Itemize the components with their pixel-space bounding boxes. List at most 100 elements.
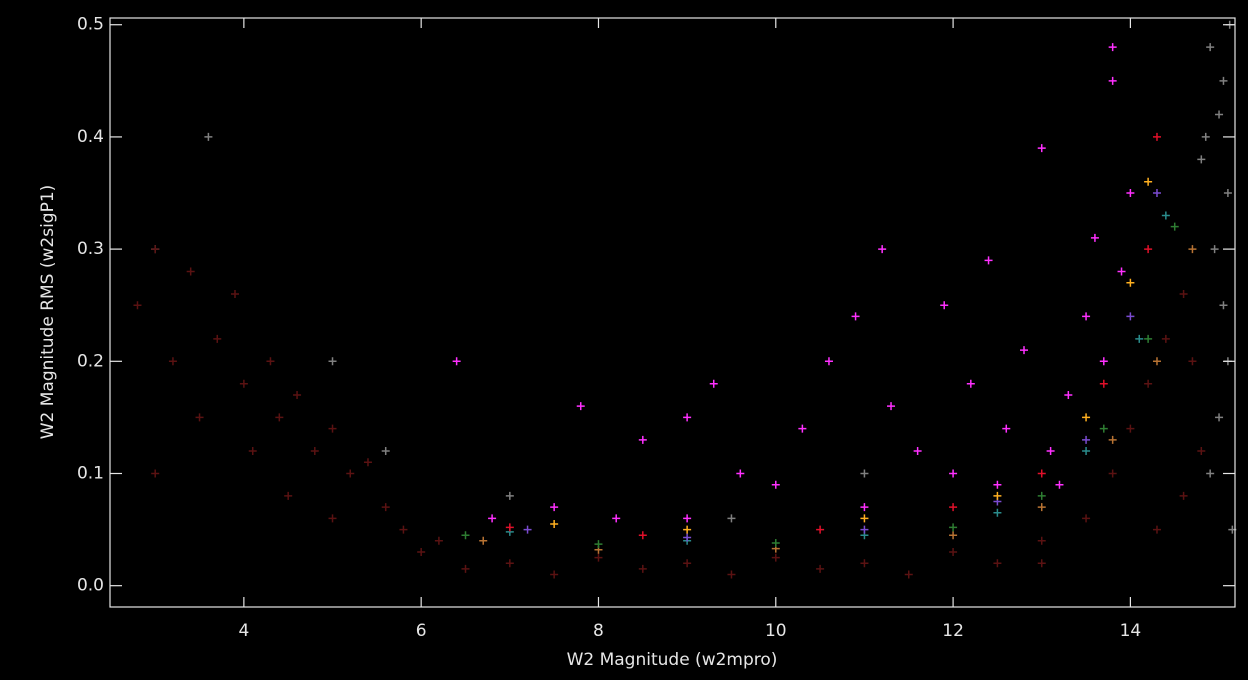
data-point: [1179, 491, 1188, 500]
data-point: [949, 548, 958, 557]
data-point: [550, 503, 559, 512]
data-point: [1210, 245, 1219, 254]
data-point: [1108, 43, 1117, 52]
data-point: [310, 447, 319, 456]
data-point: [1135, 334, 1144, 343]
data-point: [949, 523, 958, 532]
data-point: [1206, 43, 1215, 52]
data-point: [1082, 435, 1091, 444]
data-point: [683, 413, 692, 422]
data-point: [736, 469, 745, 478]
y-axis-label: W2 Magnitude RMS (w2sigP1): [38, 185, 58, 440]
data-point: [550, 570, 559, 579]
x-tick-label: 14: [1120, 621, 1142, 641]
data-point: [860, 469, 869, 478]
data-point: [505, 491, 514, 500]
data-point: [284, 491, 293, 500]
data-point: [1037, 503, 1046, 512]
y-tick-label: 0.1: [77, 463, 104, 483]
data-point: [1099, 357, 1108, 366]
data-point: [1064, 390, 1073, 399]
x-tick-label: 8: [593, 621, 604, 641]
data-point: [1197, 155, 1206, 164]
data-point: [417, 548, 426, 557]
data-point: [771, 539, 780, 548]
data-point: [1215, 413, 1224, 422]
data-point: [1126, 189, 1135, 198]
data-point: [860, 559, 869, 568]
axes: 4 6 8 10 12 14 0.0 0.1 0.2 0.3 0.4 0.5: [77, 15, 1235, 641]
data-point: [1188, 357, 1197, 366]
data-point: [151, 469, 160, 478]
data-point: [328, 424, 337, 433]
data-point: [363, 458, 372, 467]
data-point: [683, 525, 692, 534]
data-point: [505, 523, 514, 532]
data-point: [195, 413, 204, 422]
data-point: [275, 413, 284, 422]
data-point: [1108, 435, 1117, 444]
data-point: [638, 531, 647, 540]
data-point: [638, 435, 647, 444]
data-point: [771, 480, 780, 489]
data-point: [461, 531, 470, 540]
data-point: [1201, 132, 1210, 141]
data-point: [1108, 76, 1117, 85]
data-point: [293, 390, 302, 399]
data-point: [1219, 301, 1228, 310]
y-tick-label: 0.0: [77, 576, 104, 596]
data-point: [1170, 222, 1179, 231]
data-point: [1090, 233, 1099, 242]
data-point: [993, 491, 1002, 500]
data-point: [949, 469, 958, 478]
data-point: [1037, 559, 1046, 568]
data-point: [479, 536, 488, 545]
data-point: [993, 508, 1002, 517]
data-point: [1046, 447, 1055, 456]
data-point: [727, 514, 736, 523]
data-point: [1152, 357, 1161, 366]
data-point: [913, 447, 922, 456]
data-point: [1219, 76, 1228, 85]
data-point: [266, 357, 275, 366]
data-point: [1223, 189, 1232, 198]
data-point: [381, 447, 390, 456]
data-point: [550, 519, 559, 528]
data-point: [824, 357, 833, 366]
data-point: [1099, 424, 1108, 433]
data-point: [816, 564, 825, 573]
data-point: [1206, 469, 1215, 478]
data-point: [248, 447, 257, 456]
data-point: [328, 357, 337, 366]
data-point: [1126, 312, 1135, 321]
x-tick-label: 6: [416, 621, 427, 641]
data-point: [523, 525, 532, 534]
data-point: [186, 267, 195, 276]
data-point: [887, 402, 896, 411]
data-point: [1126, 424, 1135, 433]
axis-frame: [109, 17, 1236, 608]
data-point: [461, 564, 470, 573]
data-point: [1082, 514, 1091, 523]
data-point: [1037, 536, 1046, 545]
data-point: [1099, 379, 1108, 388]
data-point: [1082, 447, 1091, 456]
data-point: [1037, 469, 1046, 478]
data-point: [612, 514, 621, 523]
data-point: [328, 514, 337, 523]
data-point: [683, 533, 692, 542]
data-point: [1108, 469, 1117, 478]
data-point: [576, 402, 585, 411]
y-tick-label: 0.3: [77, 239, 104, 259]
data-point: [1020, 346, 1029, 355]
data-point: [878, 245, 887, 254]
data-point: [1082, 312, 1091, 321]
x-tick-label: 12: [942, 621, 964, 641]
y-tick-label: 0.5: [77, 15, 104, 35]
data-point: [1144, 379, 1153, 388]
data-point: [1152, 189, 1161, 198]
data-point: [860, 503, 869, 512]
x-axis-label: W2 Magnitude (w2mpro): [567, 650, 778, 670]
